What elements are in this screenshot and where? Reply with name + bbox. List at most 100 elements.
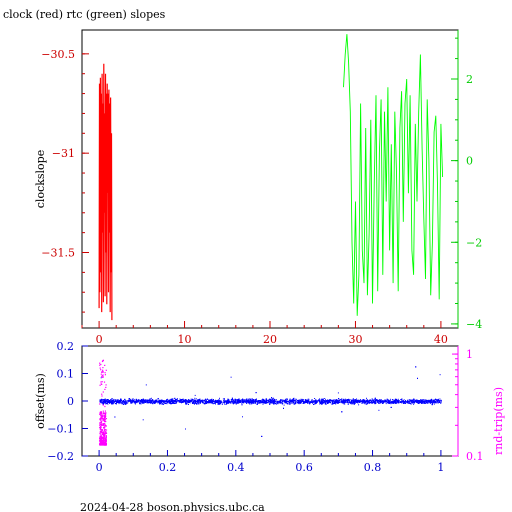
- offset-point: [183, 401, 185, 403]
- offset-point: [400, 399, 402, 401]
- offset-point: [243, 402, 245, 404]
- offset-point: [228, 399, 230, 401]
- offset-point: [169, 399, 170, 401]
- offset-point: [248, 398, 250, 400]
- offset-point: [425, 399, 427, 401]
- offset-point: [355, 401, 357, 403]
- offset-point: [299, 401, 301, 403]
- offset-point: [135, 402, 137, 404]
- offset-point: [347, 399, 349, 401]
- offset-point: [127, 401, 129, 403]
- offset-point: [323, 401, 324, 403]
- offset-point: [181, 402, 183, 403]
- offset-point: [215, 402, 217, 403]
- offset-point: [315, 399, 317, 401]
- offset-point: [410, 403, 412, 405]
- offset-point: [220, 400, 222, 402]
- offset-point: [244, 400, 246, 402]
- offset-point: [191, 402, 193, 404]
- offset-point: [421, 402, 423, 404]
- offset-point: [185, 400, 187, 402]
- offset-point: [313, 400, 315, 402]
- offset-point: [356, 401, 358, 403]
- offset-point: [315, 402, 317, 403]
- offset-point: [351, 402, 353, 404]
- offset-point: [247, 401, 249, 403]
- offset-point: [431, 402, 433, 403]
- offset-point: [139, 403, 141, 405]
- offset-point: [311, 399, 313, 401]
- offset-point: [142, 402, 144, 403]
- offset-point: [274, 400, 276, 402]
- offset-point: [110, 402, 112, 404]
- offset-point: [319, 400, 321, 402]
- offset-point: [414, 399, 416, 401]
- offset-point: [218, 403, 220, 405]
- offset-point: [393, 401, 395, 403]
- offset-point: [114, 399, 116, 401]
- offset-point: [200, 401, 202, 403]
- offset-point: [394, 402, 396, 404]
- offset-point: [297, 402, 299, 404]
- offset-point: [274, 401, 276, 403]
- offset-point: [171, 403, 172, 405]
- offset-point: [325, 399, 326, 401]
- top-y-tick-label: −31.5: [41, 247, 75, 260]
- offset-point: [300, 398, 302, 400]
- offset-point: [152, 402, 154, 404]
- offset-point: [309, 402, 311, 404]
- offset-point: [338, 401, 340, 403]
- offset-point: [162, 400, 164, 402]
- offset-point: [172, 401, 174, 403]
- offset-point: [315, 400, 317, 402]
- offset-point: [164, 401, 166, 403]
- offset-point: [235, 399, 237, 400]
- offset-point: [131, 402, 132, 404]
- offset-point: [386, 400, 388, 402]
- offset-point: [397, 398, 399, 400]
- offset-point: [436, 399, 438, 401]
- offset-point: [347, 399, 349, 401]
- offset-point: [100, 400, 102, 402]
- offset-point: [393, 402, 395, 404]
- offset-point: [234, 399, 236, 401]
- offset-point: [219, 401, 221, 403]
- offset-point: [189, 402, 191, 404]
- offset-point: [212, 401, 214, 403]
- top-y-tick-label: −31: [52, 147, 75, 160]
- offset-point: [270, 401, 272, 403]
- offset-point: [225, 403, 227, 405]
- offset-point: [435, 398, 437, 400]
- offset-point: [115, 401, 117, 402]
- offset-point: [235, 403, 237, 405]
- offset-point: [302, 398, 304, 400]
- offset-point: [422, 401, 424, 403]
- offset-point: [285, 401, 287, 402]
- top-y-axis-label: clockslope: [34, 150, 47, 208]
- offset-point: [304, 402, 306, 404]
- offset-point: [340, 399, 342, 401]
- offset-point: [263, 402, 265, 404]
- offset-point: [112, 403, 114, 405]
- offset-point: [207, 401, 209, 403]
- offset-point: [426, 400, 428, 402]
- offset-point: [141, 400, 143, 402]
- offset-point: [291, 399, 293, 401]
- offset-point: [149, 402, 151, 404]
- offset-point: [416, 401, 418, 403]
- offset-point: [290, 403, 292, 404]
- offset-point: [194, 401, 196, 403]
- offset-point: [152, 399, 154, 401]
- offset-point: [330, 399, 332, 401]
- offset-point: [423, 399, 425, 401]
- offset-point: [297, 400, 298, 402]
- offset-point: [339, 399, 341, 401]
- offset-point: [392, 399, 393, 401]
- offset-point: [396, 399, 398, 400]
- offset-point: [342, 399, 344, 401]
- offset-point: [258, 401, 260, 402]
- offset-point: [332, 403, 334, 405]
- offset-point: [191, 399, 193, 401]
- offset-point: [237, 402, 239, 404]
